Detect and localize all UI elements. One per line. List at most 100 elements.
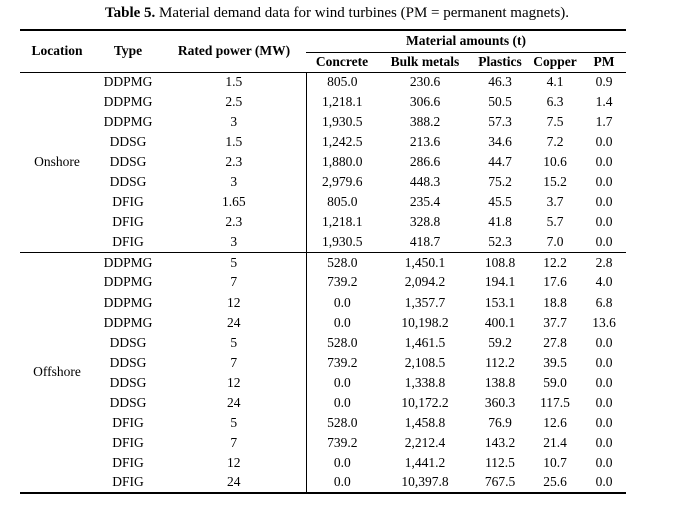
- rated-power-cell: 1.65: [221, 194, 246, 210]
- table-row: DDSG 24 0.0 10,172.2 360.3 117.5 0.0: [20, 392, 626, 413]
- header-pm: PM: [582, 52, 626, 73]
- concrete-cell: 0.0: [305, 312, 378, 333]
- type-cell: DDSG: [109, 334, 147, 350]
- copper-cell: 25.6: [528, 472, 582, 494]
- bulk-metals-cell: 328.8: [409, 214, 441, 230]
- rated-power-cell: 2.3: [225, 214, 243, 230]
- copper-cell: 27.8: [543, 334, 567, 350]
- type-cell: DDPMG: [103, 274, 153, 290]
- bulk-metals-cell: 2,108.5: [404, 354, 446, 370]
- header-concrete: Concrete: [306, 52, 378, 73]
- pm-cell: 0.0: [595, 434, 613, 450]
- bulk-metals-cell: 10,397.8: [378, 472, 472, 494]
- rated-power-cell: 1.5: [225, 134, 243, 150]
- concrete-cell: 2,979.6: [305, 172, 378, 193]
- table-body: Onshore DDPMG 1.5 805.0 230.6 46.3 4.1 0.9 DDPMG…: [20, 72, 626, 494]
- table-row: DFIG 24 0.0 10,397.8 767.5 25.6 0.0: [20, 472, 626, 494]
- pm-cell: 0.0: [595, 234, 613, 250]
- location-cell: Onshore: [34, 154, 80, 170]
- rated-power-cell: 24: [227, 394, 241, 410]
- concrete-cell: 0.0: [305, 292, 378, 313]
- copper-cell: 17.6: [543, 274, 567, 290]
- pm-cell: 0.0: [595, 134, 613, 150]
- type-cell: DFIG: [112, 214, 144, 230]
- table-row: DFIG 12 0.0 1,441.2 112.5 10.7 0.0: [20, 452, 626, 473]
- bulk-metals-cell: 1,458.8: [404, 414, 446, 430]
- concrete-cell: 0.0: [305, 452, 378, 473]
- pm-cell: 0.0: [595, 454, 613, 470]
- type-cell: DDPMG: [103, 74, 153, 90]
- plastics-cell: 59.2: [488, 334, 512, 350]
- copper-cell: 5.7: [546, 214, 564, 230]
- header-plastics: Plastics: [472, 52, 528, 73]
- pm-cell: 6.8: [595, 294, 613, 310]
- bulk-metals-cell: 1,450.1: [378, 251, 472, 273]
- plastics-cell: 767.5: [472, 472, 528, 494]
- table-row: DFIG 1.65 805.0 235.4 45.5 3.7 0.0: [20, 192, 626, 213]
- plastics-cell: 44.7: [488, 154, 512, 170]
- rated-power-cell: 12: [227, 454, 241, 470]
- type-cell: DDPMG: [103, 294, 153, 310]
- bulk-metals-cell: 1,441.2: [404, 454, 446, 470]
- plastics-cell: 153.1: [484, 294, 516, 310]
- plastics-cell: 45.5: [488, 194, 512, 210]
- type-cell: DDPMG: [103, 314, 153, 330]
- concrete-cell: 528.0: [305, 251, 378, 273]
- plastics-cell: 108.8: [472, 251, 528, 273]
- table-row: DDPMG 7 739.2 2,094.2 194.1 17.6 4.0: [20, 272, 626, 293]
- rated-power-cell: 5: [230, 334, 238, 350]
- material-demand-table: Location Type Rated power (MW) Material …: [20, 29, 626, 494]
- rated-power-cell: 12: [227, 294, 241, 310]
- header-location: Location: [20, 30, 94, 73]
- pm-cell: 1.7: [595, 114, 613, 130]
- type-cell: DFIG: [112, 234, 144, 250]
- bulk-metals-cell: 10,198.2: [401, 314, 449, 330]
- caption-label: Table 5.: [104, 5, 156, 21]
- header-bulk-metals: Bulk metals: [378, 52, 472, 73]
- copper-cell: 7.5: [546, 114, 564, 130]
- rated-power-cell: 24: [162, 472, 306, 494]
- concrete-cell: 528.0: [305, 332, 378, 353]
- bulk-metals-cell: 448.3: [409, 174, 441, 190]
- table-row: DFIG 2.3 1,218.1 328.8 41.8 5.7 0.0: [20, 212, 626, 233]
- copper-cell: 12.6: [543, 414, 567, 430]
- concrete-cell: 0.0: [305, 392, 378, 413]
- bulk-metals-cell: 1,357.7: [404, 294, 446, 310]
- bulk-metals-cell: 10,172.2: [401, 394, 449, 410]
- plastics-cell: 400.1: [484, 314, 516, 330]
- bulk-metals-cell: 2,212.4: [404, 434, 446, 450]
- pm-cell: 0.0: [595, 174, 613, 190]
- rated-power-cell: 3: [230, 174, 238, 190]
- concrete-cell: 739.2: [305, 432, 378, 453]
- table-row: Onshore DDPMG 1.5 805.0 230.6 46.3 4.1 0.9: [20, 72, 626, 169]
- rated-power-cell: 7: [230, 434, 238, 450]
- copper-cell: 15.2: [543, 174, 567, 190]
- bulk-metals-cell: 286.6: [409, 154, 441, 170]
- plastics-cell: 360.3: [484, 394, 516, 410]
- table-row: DDPMG 3 1,930.5 388.2 57.3 7.5 1.7: [20, 112, 626, 133]
- plastics-cell: 75.2: [488, 174, 512, 190]
- bulk-metals-cell: 1,338.8: [404, 374, 446, 390]
- copper-cell: 6.3: [546, 94, 564, 110]
- table-row: DDSG 7 739.2 2,108.5 112.2 39.5 0.0: [20, 352, 626, 373]
- plastics-cell: 46.3: [488, 74, 512, 90]
- rated-power-cell: 7: [230, 354, 238, 370]
- type-cell: DFIG: [112, 194, 144, 210]
- bulk-metals-cell: 388.2: [409, 114, 441, 130]
- copper-cell: 7.2: [546, 134, 564, 150]
- table-row: Offshore DDPMG 5 528.0 1,450.1 108.8 12.2 2.8: [20, 251, 626, 494]
- rated-power-cell: 12: [227, 374, 241, 390]
- plastics-cell: 138.8: [484, 374, 516, 390]
- rated-power-cell: 3: [230, 234, 238, 250]
- copper-cell: 117.5: [540, 394, 570, 410]
- rated-power-cell: 5: [162, 251, 306, 273]
- type-cell: DDPMG: [94, 251, 162, 273]
- plastics-cell: 52.3: [488, 234, 512, 250]
- type-cell: DDSG: [109, 354, 147, 370]
- table-row: DDPMG 12 0.0 1,357.7 153.1 18.8 6.8: [20, 292, 626, 313]
- rated-power-cell: 3: [230, 114, 238, 130]
- rated-power-cell: 5: [230, 414, 238, 430]
- bulk-metals-cell: 418.7: [409, 234, 441, 250]
- pm-cell: 0.0: [595, 374, 613, 390]
